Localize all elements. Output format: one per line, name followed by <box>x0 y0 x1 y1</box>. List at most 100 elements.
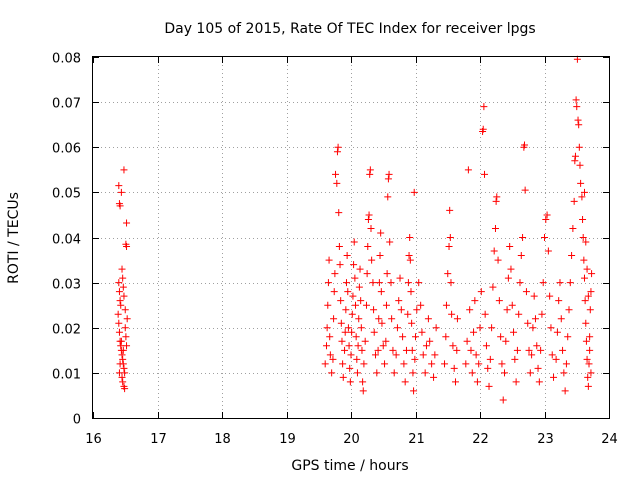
data-point <box>494 256 502 264</box>
data-point <box>358 346 366 354</box>
data-point <box>323 324 331 332</box>
data-point <box>542 215 550 223</box>
data-point <box>357 297 365 305</box>
data-point <box>428 360 436 368</box>
data-point <box>444 270 452 278</box>
data-point <box>121 306 129 314</box>
data-point <box>375 279 383 287</box>
data-point <box>390 369 398 377</box>
data-point <box>367 224 375 232</box>
data-point <box>121 324 129 332</box>
data-point <box>503 306 511 314</box>
data-point <box>568 252 576 260</box>
data-point <box>408 319 416 327</box>
data-point <box>524 319 532 327</box>
data-point <box>543 211 551 219</box>
y-tick-label: 0.07 <box>52 97 81 112</box>
data-point <box>556 279 564 287</box>
data-point <box>426 337 434 345</box>
data-point <box>490 247 498 255</box>
data-point <box>430 373 438 381</box>
data-point <box>116 202 124 210</box>
x-tick-label: 19 <box>279 432 296 447</box>
data-point <box>580 274 588 282</box>
data-point <box>504 274 512 282</box>
data-point <box>341 346 349 354</box>
data-point <box>374 346 382 354</box>
data-point <box>453 346 461 354</box>
data-point <box>445 243 453 251</box>
data-point <box>585 360 593 368</box>
data-point <box>552 355 560 363</box>
data-point <box>399 333 407 341</box>
data-point <box>485 382 493 390</box>
data-point <box>396 274 404 282</box>
data-point <box>578 193 586 201</box>
x-tick-label: 18 <box>214 432 231 447</box>
data-point <box>584 292 592 300</box>
data-point <box>344 324 352 332</box>
data-point <box>335 243 343 251</box>
data-point <box>348 328 356 336</box>
data-point <box>346 378 354 386</box>
data-point <box>342 306 350 314</box>
data-point <box>580 188 588 196</box>
data-point <box>586 306 594 314</box>
x-axis-title: GPS time / hours <box>291 458 408 474</box>
data-point <box>119 355 127 363</box>
data-point <box>115 288 123 296</box>
data-point <box>473 378 481 386</box>
data-point <box>404 310 412 318</box>
x-tick-label: 20 <box>343 432 360 447</box>
y-tick-label: 0.01 <box>52 368 81 383</box>
data-point <box>555 297 563 305</box>
data-point <box>118 373 126 381</box>
data-point <box>544 247 552 255</box>
data-point <box>493 193 501 201</box>
data-point <box>324 279 332 287</box>
data-point <box>462 360 470 368</box>
data-point <box>498 360 506 368</box>
x-tick-label: 17 <box>150 432 167 447</box>
x-tick-label: 21 <box>408 432 425 447</box>
data-point <box>123 243 131 251</box>
data-point <box>587 288 595 296</box>
data-point <box>488 324 496 332</box>
data-point <box>335 209 343 217</box>
data-point <box>346 364 354 372</box>
data-point <box>508 301 516 309</box>
y-axis-title: ROTI / TECUs <box>6 192 22 284</box>
data-point <box>322 342 330 350</box>
data-point <box>116 360 124 368</box>
data-point <box>381 360 389 368</box>
data-point <box>541 234 548 241</box>
data-point <box>417 301 425 309</box>
data-point <box>415 279 423 287</box>
data-point <box>382 301 390 309</box>
data-point <box>342 279 350 287</box>
data-point <box>471 297 479 305</box>
data-point <box>364 215 372 223</box>
data-point <box>326 351 334 359</box>
data-point <box>418 328 426 336</box>
data-point <box>477 288 485 296</box>
data-point <box>562 360 570 368</box>
data-point <box>370 328 378 336</box>
data-point <box>389 346 397 354</box>
plot-frame <box>92 56 610 419</box>
data-point <box>115 369 123 377</box>
data-point <box>397 306 405 314</box>
data-point <box>573 103 581 111</box>
data-point <box>116 297 124 305</box>
data-point <box>475 360 483 368</box>
data-point <box>432 324 440 332</box>
data-point <box>377 288 385 296</box>
data-point <box>373 369 381 377</box>
data-point <box>447 279 455 287</box>
data-point <box>338 337 346 345</box>
data-point <box>404 279 412 287</box>
data-point <box>446 206 454 214</box>
data-point <box>464 166 472 174</box>
data-point <box>442 301 450 309</box>
data-point <box>328 369 336 377</box>
